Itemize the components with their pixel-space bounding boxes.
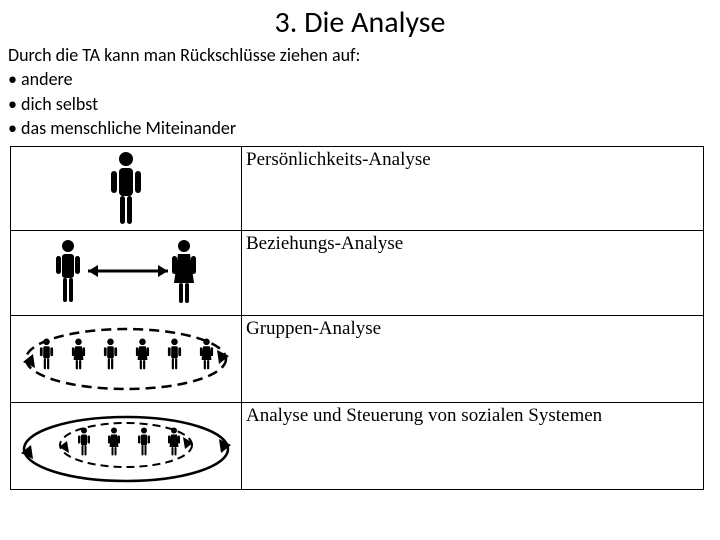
social-system-icon [15, 405, 237, 487]
row-label: Analyse und Steuerung von sozialen Syste… [242, 403, 704, 490]
bullet-item: • dich selbst [8, 92, 712, 116]
table-row: Beziehungs-Analyse [11, 231, 704, 316]
intro-block: Durch die TA kann man Rückschlüsse ziehe… [8, 43, 712, 140]
table-row: Analyse und Steuerung von sozialen Syste… [11, 403, 704, 490]
bullet-item: • das menschliche Miteinander [8, 116, 712, 140]
slide: 3. Die Analyse Durch die TA kann man Rüc… [0, 0, 720, 498]
bullet-item: • andere [8, 67, 712, 91]
intro-text: Durch die TA kann man Rückschlüsse ziehe… [8, 43, 712, 67]
slide-title: 3. Die Analyse [8, 4, 712, 41]
table-row: Gruppen-Analyse [11, 316, 704, 403]
two-persons-arrow-icon [26, 233, 226, 313]
analysis-table: Persönlichkeits-Analyse [10, 146, 704, 490]
row-label: Persönlichkeits-Analyse [242, 147, 704, 231]
group-circle-icon [15, 318, 237, 400]
icon-cell-group [11, 316, 242, 403]
icon-cell-person [11, 147, 242, 231]
row-label: Gruppen-Analyse [242, 316, 704, 403]
table-row: Persönlichkeits-Analyse [11, 147, 704, 231]
row-label: Beziehungs-Analyse [242, 231, 704, 316]
single-person-icon [96, 149, 156, 227]
icon-cell-system [11, 403, 242, 490]
icon-cell-relationship [11, 231, 242, 316]
